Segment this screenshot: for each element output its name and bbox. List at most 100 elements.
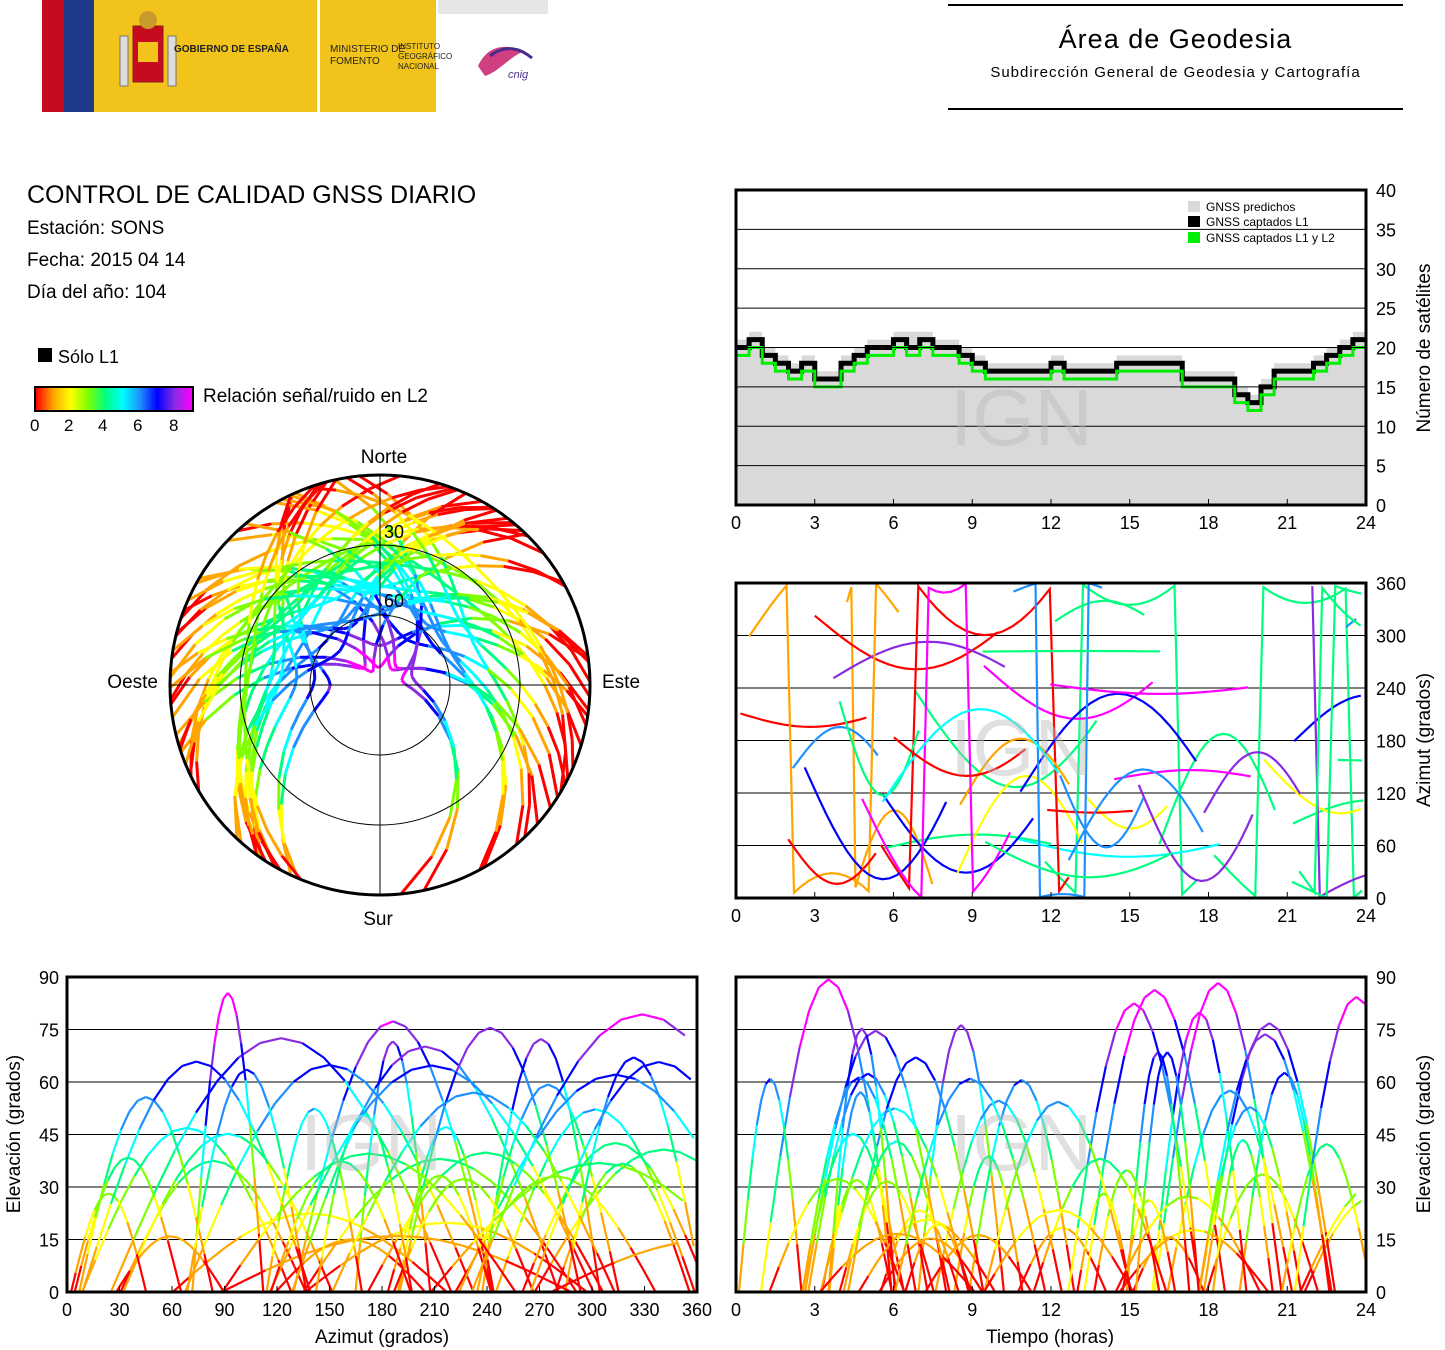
elevation-time-track-segment xyxy=(858,1076,868,1084)
elevation-time-track-segment xyxy=(1224,1172,1232,1198)
elevation-time-track-segment xyxy=(1271,1223,1283,1293)
elevation-azimuth-track-segment xyxy=(415,1281,427,1293)
elevation-time-track-segment xyxy=(1207,1179,1219,1235)
elevation-time-track-segment xyxy=(860,1182,868,1192)
skyplot-track-segment xyxy=(280,854,302,881)
elevation-time-track-segment xyxy=(1205,1265,1216,1293)
elevation-azimuth-track-segment xyxy=(374,1127,383,1146)
elevation-time-track-segment xyxy=(936,1220,947,1228)
skyplot-track-segment xyxy=(401,511,430,524)
eu-stars-band xyxy=(64,0,94,112)
skyplot-track-segment xyxy=(332,537,361,541)
elevation-time-track-segment xyxy=(1226,990,1238,1014)
skyplot-track-segment xyxy=(401,497,429,514)
elevation-time-track-segment xyxy=(1299,1175,1309,1200)
elevation-azimuth-track-segment xyxy=(206,1247,225,1263)
elevation-time-track-segment xyxy=(1264,1166,1276,1205)
skyplot-track-segment xyxy=(272,638,277,654)
elevation-azimuth-track-segment xyxy=(681,1256,696,1293)
elevation-time-track-segment xyxy=(947,1031,957,1052)
satellites-ytick-label: 0 xyxy=(1376,496,1386,516)
skyplot-track-segment xyxy=(500,760,505,795)
skyplot-track-segment xyxy=(407,513,429,529)
skyplot-track-segment xyxy=(431,552,455,558)
elevation-time-track-segment xyxy=(1161,1235,1174,1245)
elevation-azimuth-track-segment xyxy=(146,1179,156,1198)
skyplot-track-segment xyxy=(531,716,551,755)
azimuth-track xyxy=(879,583,1070,895)
azimuth-track xyxy=(1113,768,1251,781)
elevation-azimuth-track-segment xyxy=(567,1177,582,1186)
elevation-time-track-segment xyxy=(924,1062,937,1082)
elevation-azimuth-track-segment xyxy=(445,1125,453,1131)
elevation-azimuth-track-segment xyxy=(414,1174,423,1201)
skyplot-track-segment xyxy=(449,650,462,663)
elevation-azimuth-xtick-label: 60 xyxy=(162,1300,182,1320)
skyplot-track-segment xyxy=(168,643,197,679)
elevation-azimuth-track-segment xyxy=(187,1145,203,1162)
skyplot-track-segment xyxy=(204,637,245,660)
elevation-azimuth-track-segment xyxy=(443,1071,458,1106)
elevation-time-track-segment xyxy=(1278,1176,1288,1212)
skyplot-track-segment xyxy=(422,848,449,892)
elevation-time-track-segment xyxy=(1177,1195,1189,1200)
elevation-azimuth-track-segment xyxy=(620,1013,643,1021)
skyplot-track-segment xyxy=(350,620,359,629)
elevation-time-track-segment xyxy=(1134,1238,1142,1293)
elevation-time-track-segment xyxy=(1287,1227,1296,1260)
elevation-time-xtick-label: 21 xyxy=(1277,1300,1297,1320)
azimuth-xtick-label: 18 xyxy=(1198,906,1218,926)
skyplot-track-segment xyxy=(361,575,379,599)
elevation-azimuth-track-segment xyxy=(529,1246,548,1293)
elevation-azimuth-track-segment xyxy=(332,1166,341,1194)
elevation-azimuth-track-segment xyxy=(86,1216,96,1241)
elevation-azimuth-track-segment xyxy=(169,1129,181,1155)
elevation-time-track-segment xyxy=(1025,1217,1039,1229)
elevation-time-track-segment xyxy=(1357,1227,1367,1260)
elevation-azimuth-track-segment xyxy=(357,1113,365,1120)
elevation-time-track-segment xyxy=(1191,1011,1201,1020)
legend-swatch-predichos xyxy=(1188,201,1200,212)
elevation-azimuth-track-segment xyxy=(70,1272,77,1293)
elevation-time-track-segment xyxy=(1216,1130,1229,1181)
elevation-azimuth-track-segment xyxy=(480,1186,491,1199)
skyplot-track-segment xyxy=(424,551,438,572)
elevation-time-track-segment xyxy=(1151,1031,1164,1067)
elevation-time-track-segment xyxy=(875,1078,886,1096)
elevation-time-track-segment xyxy=(808,986,820,1011)
elevation-azimuth-track-segment xyxy=(278,1241,290,1267)
elevation-azimuth-chart: IGN 0 30 60 90 120 150 180 210 240 270 300 330 360 0… xyxy=(4,968,712,1348)
elevation-time-track-segment xyxy=(1226,1090,1238,1132)
elevation-time-track-segment xyxy=(878,1279,888,1293)
ign-top-bar xyxy=(438,0,548,14)
elevation-time-track-segment xyxy=(906,1244,917,1293)
legend-swatch-l1l2 xyxy=(1188,232,1200,243)
skyplot-track-segment xyxy=(471,641,481,656)
elevation-azimuth-track-segment xyxy=(544,1208,559,1236)
elevation-azimuth-track-segment xyxy=(360,1225,379,1238)
elevation-time-track-segment xyxy=(900,1155,912,1198)
elevation-time-track-segment xyxy=(1161,1065,1173,1113)
elevation-azimuth-track-segment xyxy=(404,1163,425,1178)
elevation-azimuth-track-segment xyxy=(374,1234,397,1239)
elevation-azimuth-track-segment xyxy=(264,1228,280,1261)
skyplot-track-segment xyxy=(515,804,525,845)
elevation-time-track-segment xyxy=(879,1180,888,1185)
skyplot-track-segment xyxy=(421,610,438,617)
elevation-time-track-segment xyxy=(919,1243,929,1268)
elevation-time-track-segment xyxy=(1332,1206,1346,1225)
elevation-time-track-segment xyxy=(1106,1195,1113,1204)
azimuth-track xyxy=(1012,581,1103,899)
elevation-time-track-segment xyxy=(1175,1075,1182,1105)
skyplot-track-segment xyxy=(335,587,356,593)
skyplot-track-segment xyxy=(444,648,466,658)
elevation-azimuth-track-segment xyxy=(549,1236,568,1265)
elevation-azimuth-track-segment xyxy=(455,1047,469,1073)
elevation-time-track-segment xyxy=(1293,1199,1302,1229)
elevation-time-track-segment xyxy=(1211,1039,1221,1074)
elevation-azimuth-track-segment xyxy=(419,1211,430,1230)
elevation-azimuth-track-segment xyxy=(398,1240,413,1293)
elevation-azimuth-track-segment xyxy=(577,1034,601,1062)
skyplot-track-segment xyxy=(314,567,328,583)
elevation-azimuth-track-segment xyxy=(138,1099,155,1130)
